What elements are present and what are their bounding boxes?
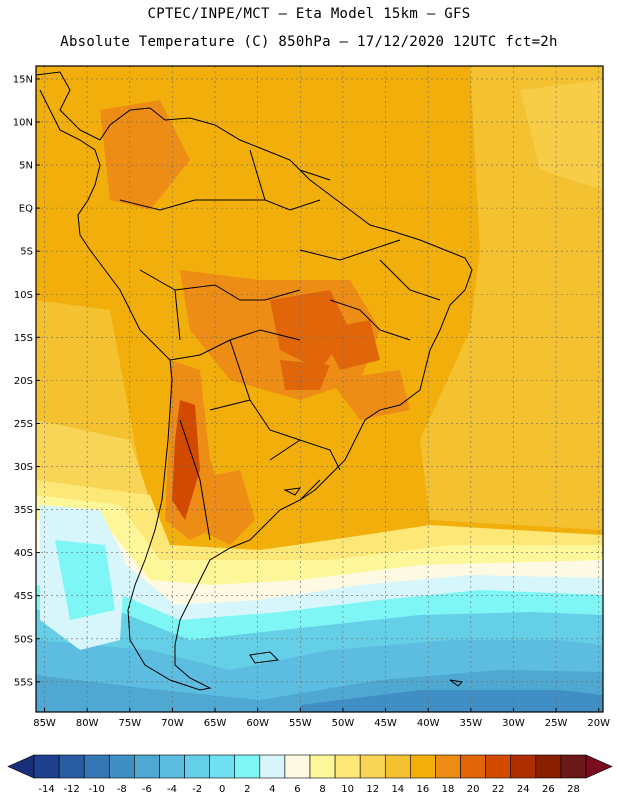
colorbar: -14 -12 -10 -8 -6 -4 -2 0 2 4 6 8 10 12 14 16 18 20 22 24 26… [7,754,613,795]
lat-tick-label: 15S [14,333,33,344]
colorbar-swatch [33,754,60,779]
colorbar-left-arrow [7,754,35,779]
lat-tick-label: EQ [19,204,33,215]
coastlines [35,71,473,691]
colorbar-swatch [359,754,386,779]
colorbar-label: -10 [89,784,105,795]
colorbar-label: 24 [517,784,530,795]
colorbar-swatch [259,754,286,779]
lon-tick-label: 55W [289,718,312,729]
colorbar-swatch [560,754,587,779]
colorbar-label: -12 [63,784,79,795]
lon-tick-label: 45W [374,718,397,729]
lat-tick-label: 25S [14,419,33,430]
colorbar-label: 12 [366,784,379,795]
colorbar-swatch [410,754,436,779]
lon-tick-label: 20W [587,718,610,729]
lat-tick-label: 15N [13,74,33,85]
lon-tick-label: 75W [118,718,141,729]
lat-tick-label: 5N [19,161,33,172]
lon-tick-label: 60W [246,718,269,729]
colorbar-label: 8 [319,784,325,795]
lon-tick-label: 40W [417,718,440,729]
lat-tick-label: 35S [14,505,33,516]
colorbar-swatch [535,754,562,779]
colorbar-swatch [309,754,336,779]
colorbar-label: 16 [417,784,430,795]
lon-tick-label: 50W [332,718,355,729]
colorbar-label: 18 [442,784,455,795]
colorbar-swatch [384,754,411,779]
colorbar-label: -14 [38,784,54,795]
lon-tick-label: 35W [460,718,483,729]
colorbar-right-arrow [585,754,613,779]
colorbar-label: 26 [542,784,555,795]
colorbar-swatch [108,754,135,779]
lat-tick-label: 30S [14,462,33,473]
lat-tick-label: 10N [13,117,33,128]
colorbar-swatch [184,754,210,779]
colorbar-label: 14 [391,784,404,795]
colorbar-label: 20 [467,784,480,795]
colorbar-swatch [435,754,461,779]
colorbar-swatch [460,754,486,779]
colorbar-label: 28 [567,784,580,795]
title-line-1: CPTEC/INPE/MCT – Eta Model 15km – GFS [147,6,471,22]
colorbar-label: 10 [341,784,354,795]
lat-tick-label: 10S [14,290,33,301]
lat-tick-label: 45S [14,591,33,602]
colorbar-label: -4 [167,784,177,795]
lon-tick-label: 30W [502,718,525,729]
lat-tick-label: 40S [14,548,33,559]
longitude-labels: 85W 80W 75W 70W 65W 60W 55W 50W 45W 40W 35W 30W 25W 2… [33,708,610,729]
colorbar-swatch [485,754,512,779]
colorbar-label: 6 [294,784,300,795]
latitude-labels: 15N 10N 5N EQ 5S 10S 15S 20S 25S 30S 35S 40S 45S 50S 5… [13,74,40,688]
lat-tick-label: 5S [20,247,33,258]
colorbar-swatch [58,754,85,779]
lat-tick-label: 55S [14,677,33,688]
lon-tick-label: 65W [204,718,227,729]
lon-tick-label: 25W [545,718,568,729]
colorbar-swatch [510,754,537,779]
colorbar-swatch [209,754,236,779]
title-line-2: Absolute Temperature (C) 850hPa – 17/12/… [60,34,558,50]
temperature-field [36,66,603,712]
colorbar-swatch [134,754,160,779]
lat-tick-label: 50S [14,634,33,645]
colorbar-label: 0 [219,784,225,795]
lat-tick-label: 20S [14,376,33,387]
colorbar-label: -2 [192,784,202,795]
colorbar-label: 22 [492,784,505,795]
colorbar-swatch [83,754,110,779]
colorbar-swatch [284,754,311,779]
map-frame [35,65,604,713]
colorbar-swatch [334,754,361,779]
colorbar-label: 2 [244,784,250,795]
lon-tick-label: 80W [76,718,99,729]
colorbar-label: 4 [269,784,275,795]
colorbar-label: -8 [117,784,127,795]
colorbar-label: -6 [142,784,152,795]
colorbar-swatch [159,754,185,779]
lon-tick-label: 85W [33,718,56,729]
lon-tick-label: 70W [161,718,184,729]
colorbar-swatch [234,754,261,779]
